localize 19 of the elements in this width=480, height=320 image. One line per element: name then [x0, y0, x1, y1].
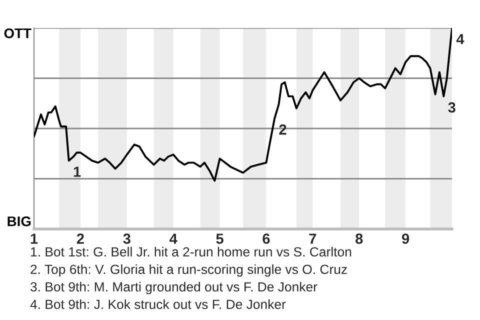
annotation: 3	[448, 102, 456, 113]
text: 3. Bot 9th: M. Marti grounded out vs F. De Jonker	[30, 282, 318, 294]
annotation: 1	[74, 166, 81, 177]
text: BIG	[8, 216, 31, 226]
text: 1. Bot 1st: G. Bell Jr. hit a 2-run home run vs S. Carlton	[31, 246, 352, 257]
x-tick-label: 8	[356, 234, 363, 244]
x-tick-label: 9	[402, 234, 410, 244]
x-tick-label: 4	[170, 234, 178, 244]
text: 4. Bot 9th: J. Kok struck out vs F. De Jonker	[30, 299, 286, 310]
x-tick-label: 1	[30, 234, 38, 244]
text: 2. Top 6th: V. Gloria hit a run-scoring single vs O. Cruz	[30, 264, 347, 277]
x-tick-label: 6	[262, 234, 270, 244]
annotation: 4	[456, 34, 464, 44]
x-tick-label: 7	[309, 234, 316, 244]
text: OTT	[4, 28, 32, 38]
annotation: 2	[279, 124, 286, 135]
x-tick-label: 2	[76, 234, 84, 244]
x-tick-label: 3	[123, 234, 130, 244]
x-tick-label: 5	[216, 234, 224, 244]
